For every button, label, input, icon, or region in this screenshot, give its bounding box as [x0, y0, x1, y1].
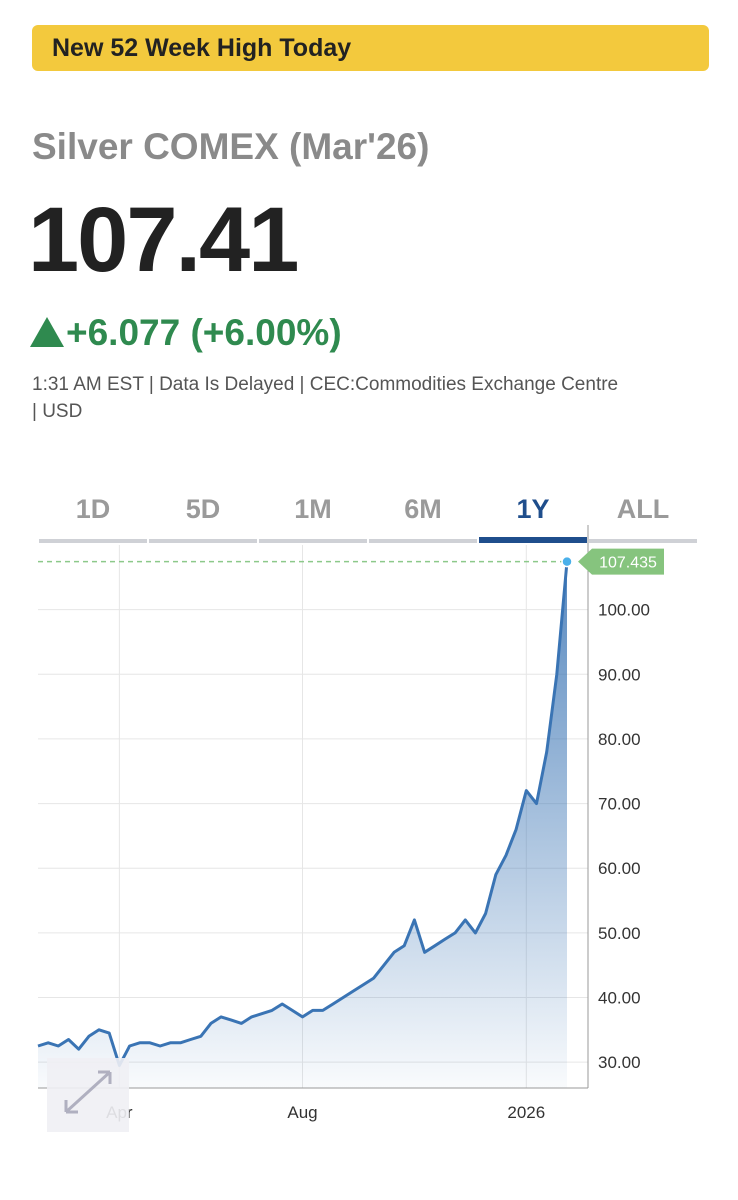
- tab-underline: [259, 539, 367, 543]
- y-tick-label: 60.00: [598, 859, 641, 878]
- title: Silver COMEX (Mar'26): [32, 126, 430, 167]
- meta: | USD: [32, 401, 83, 422]
- meta: 1:31 AM EST | Data Is Delayed | CEC:Comm…: [32, 374, 619, 395]
- price: 107.41: [28, 189, 299, 291]
- tab-underline: [149, 539, 257, 543]
- up-arrow: [30, 317, 64, 347]
- tab[interactable]: 1D: [76, 494, 111, 524]
- tab[interactable]: 1Y: [516, 494, 549, 524]
- tab-underline: [479, 537, 587, 543]
- last-price-label: 107.435: [599, 555, 657, 572]
- y-tick-label: 40.00: [598, 989, 641, 1008]
- tab[interactable]: ALL: [617, 494, 669, 524]
- tab[interactable]: 6M: [404, 494, 442, 524]
- tab-underline: [589, 539, 697, 543]
- y-tick-label: 50.00: [598, 924, 641, 943]
- tab-underline: [369, 539, 477, 543]
- last-price-tag: [578, 548, 664, 575]
- chart: 1D 5D 1M 6M 1Y ALL 30.00 40.00 50.00 60.00 70.00 80…: [37, 494, 697, 1132]
- y-tick-label: 30.00: [598, 1053, 641, 1072]
- y-tick-label: 80.00: [598, 730, 641, 749]
- tab-underline: [39, 539, 147, 543]
- tab[interactable]: 5D: [186, 494, 221, 524]
- change-text: +6.077 (+6.00%): [66, 312, 342, 353]
- banner: New 52 Week High Today: [32, 25, 709, 71]
- y-tick-label: 70.00: [598, 795, 641, 814]
- change: +6.077 (+6.00%): [30, 312, 342, 354]
- area: [38, 561, 567, 1088]
- y-tick-label: 100.00: [598, 601, 650, 620]
- tab[interactable]: 1M: [294, 494, 332, 524]
- last-point: [561, 555, 573, 568]
- line: [37, 561, 569, 1067]
- expand-button[interactable]: [47, 1058, 129, 1132]
- y-tick-label: 90.00: [598, 665, 641, 684]
- x-tick-label: Aug: [287, 1103, 317, 1122]
- x-tick-label: 2026: [507, 1103, 545, 1122]
